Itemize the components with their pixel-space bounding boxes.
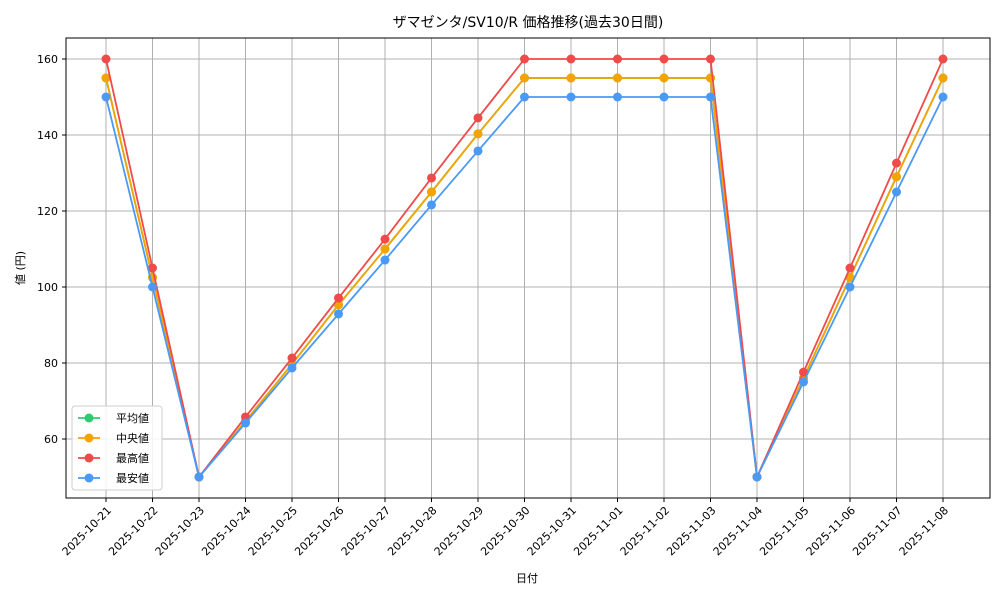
y-tick-label: 60 [44, 433, 58, 446]
data-point [287, 363, 297, 373]
data-point [845, 263, 855, 273]
grid-lines [66, 38, 990, 498]
data-point [380, 234, 390, 244]
data-point [845, 273, 855, 282]
y-axis-label: 値 (円) [14, 251, 27, 285]
y-axis-ticks: 60 80 100 120 140 160 [37, 53, 66, 446]
data-point [473, 146, 483, 156]
data-point [334, 293, 343, 303]
y-tick-label: 160 [37, 53, 58, 66]
data-point [148, 282, 157, 292]
data-point [241, 418, 250, 428]
legend-marker [84, 453, 94, 463]
data-point [101, 54, 111, 64]
plot-frame [65, 37, 991, 499]
data-point [892, 187, 901, 197]
data-point [706, 92, 715, 102]
data-point [659, 73, 669, 83]
data-point [380, 255, 390, 265]
series-layer [101, 54, 948, 482]
legend-box [71, 405, 163, 491]
data-point [938, 73, 948, 83]
data-point [334, 309, 343, 319]
data-point [473, 129, 483, 139]
data-point [520, 73, 529, 83]
data-point [148, 263, 157, 273]
data-point [938, 54, 948, 64]
data-point [194, 472, 204, 482]
x-tick-label: 2025-11-08 [897, 504, 951, 558]
data-point [613, 92, 622, 102]
data-point [101, 73, 111, 83]
data-point [427, 173, 436, 183]
data-point [845, 282, 855, 292]
legend-label: 最安値 [116, 471, 149, 485]
chart-title: ザマゼンタ/SV10/R 価格推移(過去30日間) [393, 15, 664, 31]
data-point [706, 54, 715, 64]
data-point [334, 300, 343, 310]
y-tick-label: 120 [37, 205, 58, 218]
y-tick-label: 140 [37, 129, 58, 142]
data-point [613, 73, 622, 83]
data-point [613, 54, 622, 64]
data-point [659, 92, 669, 102]
legend-label: 平均値 [116, 412, 149, 425]
data-point [101, 92, 111, 102]
data-point [659, 54, 669, 64]
data-point [938, 92, 948, 102]
legend-label: 最高値 [116, 451, 149, 465]
data-point [892, 158, 901, 168]
legend-marker [84, 473, 94, 483]
x-axis-ticks: 2025-10-212025-10-222025-10-232025-10-24… [60, 498, 951, 558]
data-point [287, 353, 297, 363]
data-point [520, 92, 529, 102]
data-point [520, 54, 529, 64]
data-point [566, 54, 576, 64]
legend-marker [84, 413, 94, 423]
data-point [427, 187, 436, 197]
data-point [566, 92, 576, 102]
data-point [892, 172, 901, 182]
data-point [799, 367, 808, 377]
y-tick-label: 80 [44, 357, 58, 370]
data-point [473, 113, 483, 123]
data-point [380, 244, 390, 254]
legend-label: 中央値 [116, 432, 149, 445]
data-point [427, 200, 436, 210]
series-最安値 [101, 92, 948, 482]
y-tick-label: 100 [37, 281, 58, 294]
data-point [799, 377, 808, 387]
data-point [566, 73, 576, 83]
legend-marker [84, 433, 94, 443]
data-point [752, 472, 762, 482]
x-axis-label: 日付 [516, 572, 538, 585]
